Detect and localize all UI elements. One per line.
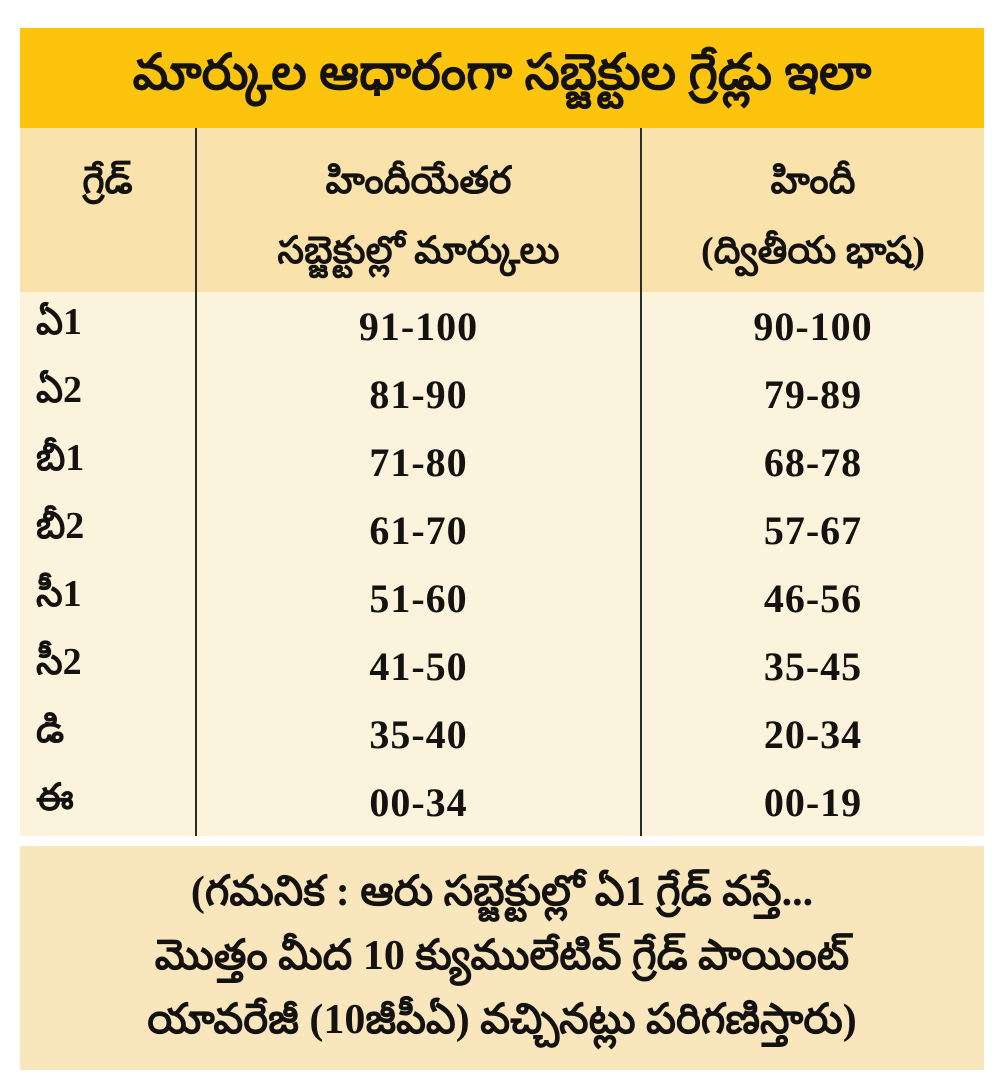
column-header-non-hindi-marks: హిందీయేతర సబ్జెక్టుల్లో మార్కులు (195, 128, 640, 292)
grade-cell: ఏ2 (36, 368, 83, 411)
column-header-non-hindi-line2: సబ్జెక్టుల్లో మార్కులు (277, 230, 560, 272)
hindi-marks-cell: 90-100 (640, 292, 984, 360)
non-hindi-marks-cell: 71-80 (195, 428, 640, 496)
grade-cell: డి (36, 708, 65, 751)
hindi-marks-cell: 46-56 (640, 564, 984, 632)
note-gap (20, 836, 984, 846)
hindi-marks-cell: 57-67 (640, 496, 984, 564)
non-hindi-marks-cell: 35-40 (195, 700, 640, 768)
grade-cell: సీ2 (36, 640, 82, 683)
note-line: యావరేజీ (10జీపీఏ) వచ్చినట్లు పరిగణిస్తార… (147, 997, 857, 1043)
grades-infographic: మార్కుల ఆధారంగా సబ్జెక్టుల గ్రేడ్లు ఇలా … (20, 28, 984, 1070)
non-hindi-marks-cell: 81-90 (195, 360, 640, 428)
hindi-marks-cell: 68-78 (640, 428, 984, 496)
page-title: మార్కుల ఆధారంగా సబ్జెక్టుల గ్రేడ్లు ఇలా (132, 43, 872, 100)
title-band: మార్కుల ఆధారంగా సబ్జెక్టుల గ్రేడ్లు ఇలా (20, 28, 984, 128)
grade-cell: బీ2 (36, 504, 85, 547)
note-line: మొత్తం మీద 10 క్యుములేటివ్ గ్రేడ్ పాయింట… (154, 933, 850, 979)
column-header-non-hindi-line1: హిందీయేతర (325, 160, 512, 202)
non-hindi-marks-cell: 91-100 (195, 292, 640, 360)
hindi-marks-cell: 20-34 (640, 700, 984, 768)
non-hindi-marks-cell: 00-34 (195, 768, 640, 836)
grades-table: గ్రేడ్ హిందీయేతర సబ్జెక్టుల్లో మార్కులు … (20, 128, 984, 836)
grade-cell: ఈ (36, 776, 74, 819)
column-header-grade: గ్రేడ్ (20, 128, 195, 292)
non-hindi-marks-cell: 61-70 (195, 496, 640, 564)
column-header-hindi-line2: (ద్వితీయ భాష) (700, 230, 925, 272)
table-body: ఏ1 91-100 90-100 ఏ2 81-90 79-89 బీ1 71-8… (20, 292, 984, 836)
grade-cell: బీ1 (36, 436, 85, 479)
table-header-row: గ్రేడ్ హిందీయేతర సబ్జెక్టుల్లో మార్కులు … (20, 128, 984, 292)
hindi-marks-cell: 35-45 (640, 632, 984, 700)
column-header-hindi-line1: హిందీ (770, 160, 856, 202)
hindi-marks-cell: 79-89 (640, 360, 984, 428)
column-header-hindi-marks: హిందీ (ద్వితీయ భాష) (640, 128, 984, 292)
grade-cell: ఏ1 (36, 300, 83, 343)
grade-cell: సీ1 (36, 572, 82, 615)
column-header-grade-line: గ్రేడ్ (82, 160, 133, 202)
note-band: (గమనిక : ఆరు సబ్జెక్టుల్లో ఏ1 గ్రేడ్ వస్… (20, 846, 984, 1070)
hindi-marks-cell: 00-19 (640, 768, 984, 836)
non-hindi-marks-cell: 41-50 (195, 632, 640, 700)
note-line: (గమనిక : ఆరు సబ్జెక్టుల్లో ఏ1 గ్రేడ్ వస్… (190, 869, 814, 915)
non-hindi-marks-cell: 51-60 (195, 564, 640, 632)
